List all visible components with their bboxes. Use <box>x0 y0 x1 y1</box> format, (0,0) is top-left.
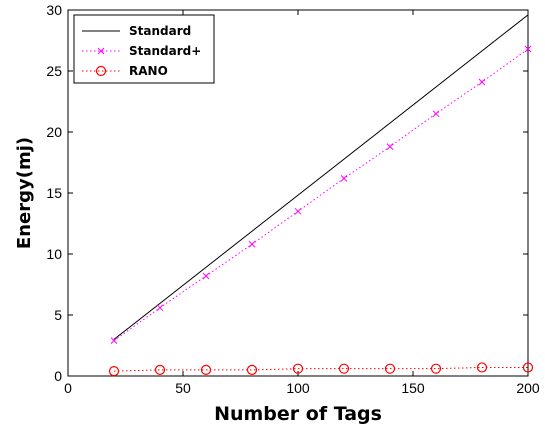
data-point-circle-marker <box>384 363 396 374</box>
data-point-x-marker <box>97 47 105 55</box>
data-point-x-marker <box>294 207 302 215</box>
data-point-x-marker <box>386 143 394 150</box>
legend-box <box>73 14 215 84</box>
data-point-circle-marker <box>200 364 212 375</box>
data-point-x-marker <box>202 272 210 280</box>
y-axis-title: Energy(mj) <box>14 137 35 249</box>
legend-item: Standard+ <box>82 44 201 58</box>
x-tick-label: 0 <box>64 380 72 396</box>
legend-label: Standard+ <box>129 44 201 58</box>
data-point-circle-marker <box>430 363 442 374</box>
y-tick-label: 10 <box>46 246 62 262</box>
data-point-circle-marker <box>522 362 534 373</box>
data-point-circle-marker <box>246 364 258 375</box>
series-line <box>113 366 528 372</box>
series-standard <box>113 14 529 340</box>
data-point-circle-marker <box>292 363 304 374</box>
data-point-circle-marker <box>108 366 120 377</box>
data-point-circle-marker <box>338 363 350 374</box>
x-tick-label: 50 <box>175 380 191 396</box>
legend-label: RANO <box>129 64 168 78</box>
axis-ticks <box>67 9 529 377</box>
y-tick-label: 0 <box>54 368 62 384</box>
data-point-x-marker <box>110 337 118 344</box>
data-point-x-marker <box>248 240 256 248</box>
data-point-x-marker <box>156 304 164 312</box>
legend-item: Standard <box>82 24 191 38</box>
series-line <box>113 48 529 342</box>
series-layer <box>108 14 534 377</box>
tick-labels: 0 50 100 150 200 0 5 10 15 20 25 30 <box>46 2 539 396</box>
data-point-x-marker <box>432 110 440 118</box>
x-tick-label: 200 <box>516 380 540 396</box>
legend: Standard Standard+ RANO <box>73 14 215 84</box>
data-point-x-marker <box>340 175 348 182</box>
x-tick-label: 150 <box>401 380 425 396</box>
data-point-circle-marker <box>476 362 488 373</box>
legend-label: Standard <box>129 24 191 38</box>
x-axis-title: Number of Tags <box>214 403 382 425</box>
y-tick-label: 25 <box>46 63 62 79</box>
data-point-circle-marker <box>95 65 107 77</box>
y-tick-label: 15 <box>46 185 62 201</box>
series-line <box>113 14 529 340</box>
y-tick-label: 30 <box>46 2 62 18</box>
legend-item: RANO <box>82 64 168 78</box>
y-tick-label: 5 <box>54 307 62 323</box>
series-rano <box>108 362 534 377</box>
x-tick-label: 100 <box>286 380 310 396</box>
data-point-x-marker <box>478 78 486 86</box>
data-point-circle-marker <box>154 364 166 375</box>
data-point-x-marker <box>524 45 532 53</box>
y-tick-label: 20 <box>46 124 62 140</box>
series-standard- <box>110 45 532 344</box>
